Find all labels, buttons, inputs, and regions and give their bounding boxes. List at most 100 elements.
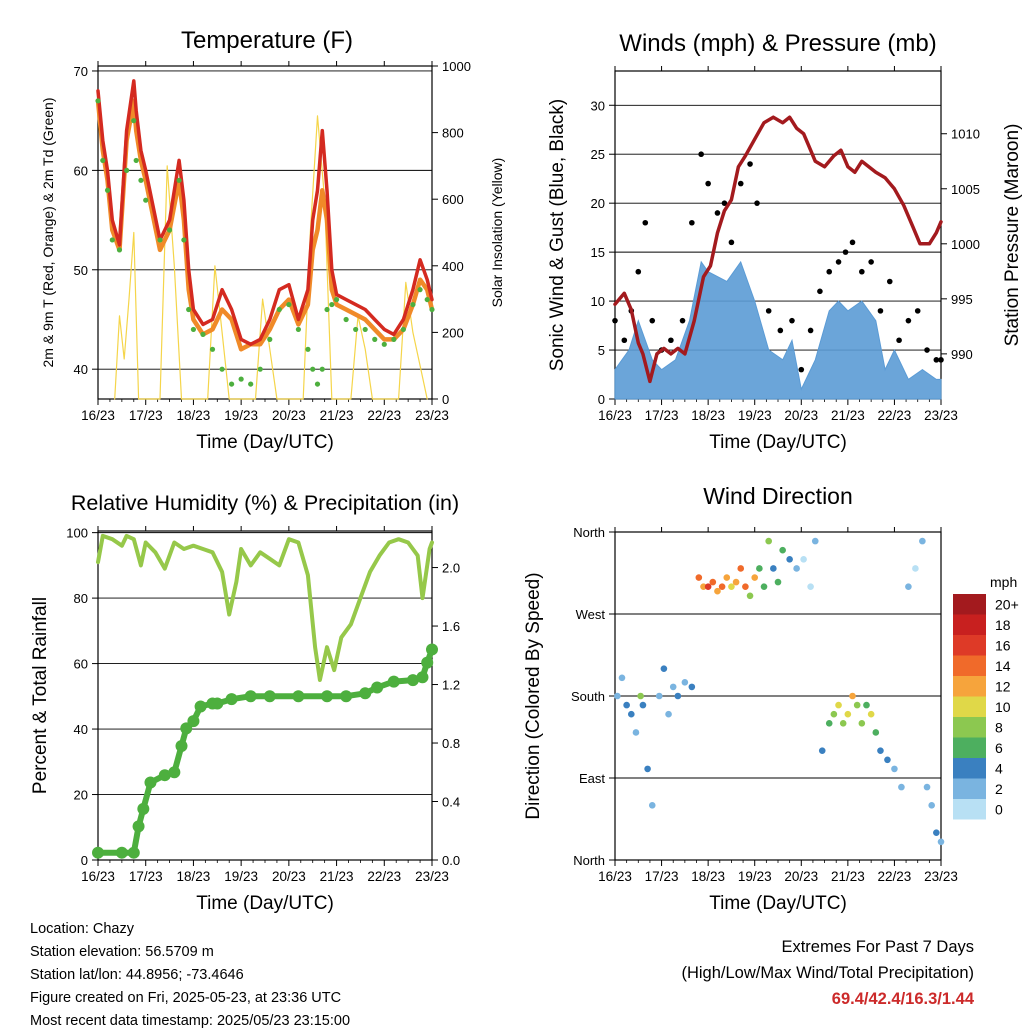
gust-point [621, 337, 628, 344]
wind-direction-point [839, 720, 847, 727]
dewpoint-point [410, 301, 416, 308]
dewpoint-point [343, 316, 349, 323]
wind-direction-point [688, 683, 696, 691]
dewpoint-point [200, 331, 206, 337]
panel3-ytick-label: 60 [74, 657, 88, 672]
wind-direction-point [695, 574, 703, 581]
panel3-xtick-label: 18/23 [177, 869, 211, 884]
legend-label: 16 [995, 637, 1011, 653]
panel2-y2tick-label: 995 [951, 292, 973, 307]
panel4-ytick-label: North [573, 853, 605, 868]
gust-point [877, 308, 884, 314]
dewpoint-point [353, 326, 359, 333]
wind-direction-point [919, 537, 926, 545]
wind-direction-point [835, 701, 842, 709]
legend-label: 8 [995, 719, 1003, 735]
dewpoint-point [319, 366, 325, 372]
dewpoint-point [381, 341, 387, 347]
panel3-ytick-label: 0 [81, 853, 88, 868]
wind-direction-point [811, 537, 819, 545]
legend-label: 20+ [995, 596, 1019, 612]
panel3-y2tick-label: 0.8 [442, 736, 460, 751]
gust-point [698, 151, 704, 158]
panel3-xtick-label: 20/23 [272, 869, 306, 884]
panel2-xtick-label: 23/23 [924, 408, 958, 423]
wind-direction-point [644, 765, 651, 773]
panel3-y2tick-label: 0.0 [442, 853, 460, 868]
temp-2m-line [96, 79, 434, 347]
legend-swatch [953, 594, 986, 615]
dewpoint-point [329, 301, 335, 308]
panel4-xtick-label: 17/23 [645, 869, 679, 884]
gust-point [859, 268, 865, 275]
panel2-xtick-label: 17/23 [645, 408, 679, 423]
gust-point [807, 327, 814, 334]
wind-direction-point [623, 701, 630, 709]
panel4-ytick-label: South [571, 689, 605, 704]
panel3-xtick-label: 21/23 [320, 869, 354, 884]
panel2-y2tick-label: 1010 [951, 127, 980, 142]
precipitation-point [175, 739, 188, 752]
gust-point [635, 268, 642, 275]
panel2-xtick-label: 16/23 [598, 408, 632, 423]
temp-9m-line [95, 98, 435, 352]
panel2-xtick-label: 19/23 [738, 408, 772, 423]
precipitation-point [187, 715, 200, 728]
wind-direction-point [751, 574, 759, 581]
wind-direction-point [774, 578, 782, 586]
wind-direction-point [728, 583, 735, 590]
panel4-title: Wind Direction [703, 483, 853, 509]
wind-direction-point [746, 592, 754, 600]
wind-direction-point [704, 583, 712, 590]
gust-point [849, 239, 856, 246]
station-latlon: Station lat/lon: 44.8956; -73.4646 [30, 967, 244, 983]
gust-point [789, 317, 795, 324]
gust-point [896, 337, 902, 344]
precipitation-point [225, 693, 238, 706]
panel1-y2tick-label: 200 [442, 325, 464, 340]
panel2-xlabel: Time (Day/UTC) [709, 432, 847, 453]
panel1-xtick-label: 23/23 [415, 408, 449, 423]
wind-direction-point [858, 720, 866, 727]
wind-direction-point [898, 783, 905, 791]
dewpoint-point [400, 326, 406, 333]
gust-point [705, 180, 711, 187]
dewpoint-point [424, 296, 430, 303]
legend-label: 4 [995, 760, 1003, 776]
gust-point [747, 161, 753, 167]
dewpoint-point [104, 187, 111, 193]
legend-swatch [953, 778, 986, 799]
precipitation-point [158, 769, 171, 782]
panel4-ytick-label: East [579, 771, 605, 786]
wind-direction-point [628, 710, 635, 718]
panel3-xtick-label: 17/23 [129, 869, 163, 884]
dewpoint-point [181, 237, 187, 243]
panel1-y2tick-label: 0 [442, 392, 449, 407]
station-elevation: Station elevation: 56.5709 m [30, 944, 214, 960]
panel2-xtick-label: 21/23 [831, 408, 865, 423]
legend-swatch [953, 696, 986, 717]
gust-point [842, 249, 849, 255]
extremes-title: Extremes For Past 7 Days [781, 938, 974, 956]
dewpoint-point [276, 306, 282, 313]
dewpoint-point [116, 247, 123, 253]
precipitation-point [387, 675, 400, 688]
wind-direction-point [830, 710, 838, 718]
precipitation-point [127, 846, 140, 859]
wind-direction-point [891, 765, 898, 773]
wind-direction-point [669, 683, 677, 691]
legend-label: 6 [995, 740, 1003, 756]
gust-point [777, 327, 784, 334]
wind-direction-point [844, 710, 852, 718]
gust-point [933, 357, 940, 363]
dewpoint-point [186, 306, 192, 313]
wind-direction-point [928, 802, 935, 809]
dewpoint-point [138, 177, 144, 183]
precipitation-point [371, 681, 384, 694]
panel2-y2tick-label: 990 [951, 347, 973, 362]
dewpoint-point [248, 381, 254, 387]
wind-direction-point [714, 587, 721, 595]
panel2-ytick-label: 0 [598, 392, 605, 407]
panel1-y2tick-label: 800 [442, 126, 464, 141]
wind-direction-point [877, 747, 884, 754]
